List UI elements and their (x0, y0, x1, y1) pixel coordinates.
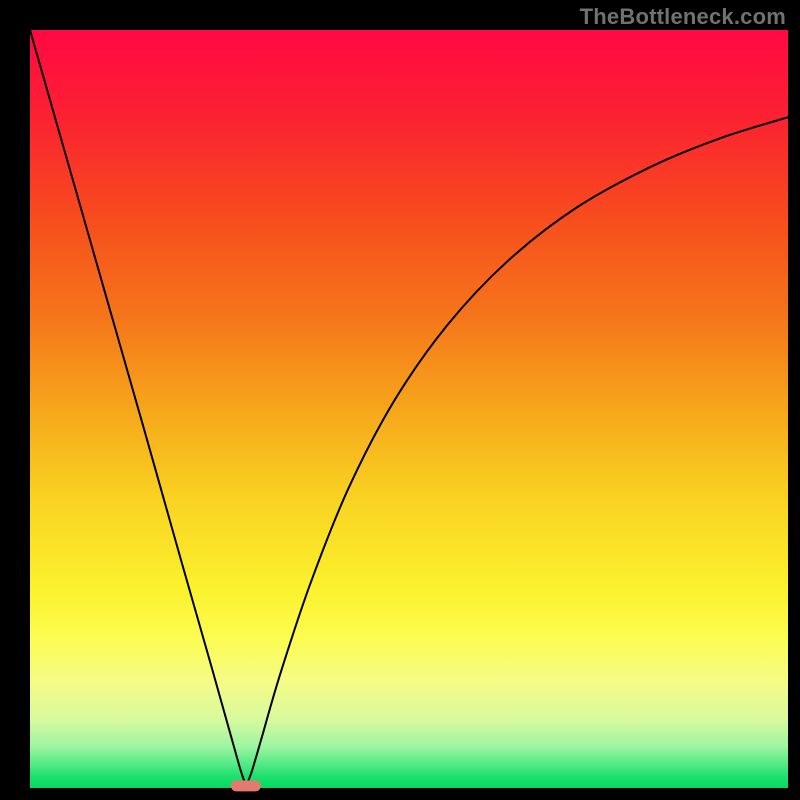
bottleneck-curve (30, 30, 788, 788)
watermark-text: TheBottleneck.com (580, 4, 786, 30)
plot-area (30, 30, 788, 788)
curve-left-branch (30, 30, 246, 786)
curve-right-branch (246, 117, 788, 786)
optimal-point-marker (231, 780, 261, 791)
